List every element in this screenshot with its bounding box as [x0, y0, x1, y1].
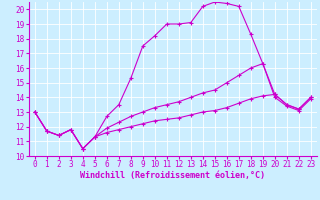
- X-axis label: Windchill (Refroidissement éolien,°C): Windchill (Refroidissement éolien,°C): [80, 171, 265, 180]
